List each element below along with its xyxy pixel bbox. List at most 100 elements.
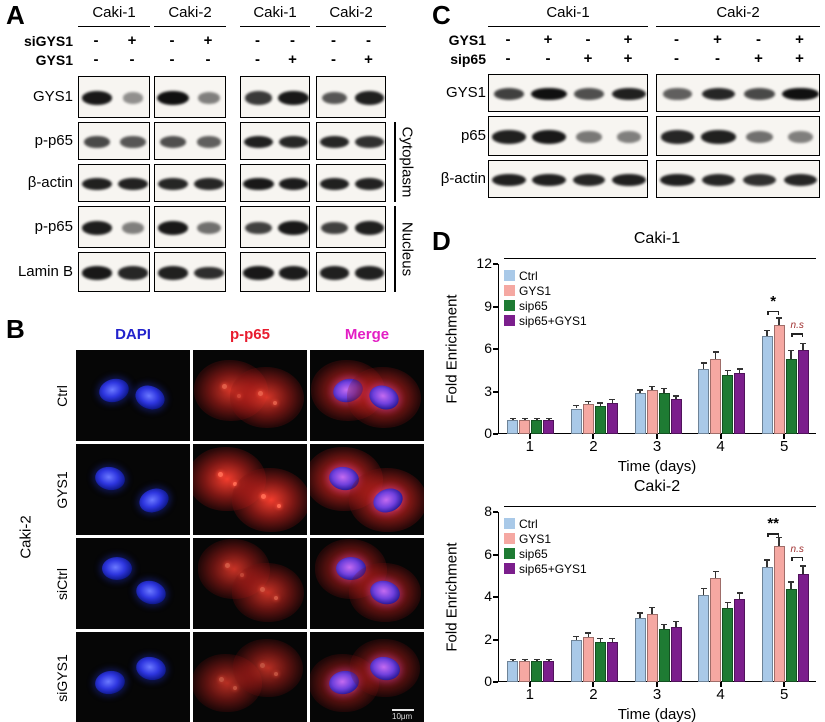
blot-box	[154, 76, 226, 118]
p-p65-punctum	[221, 383, 227, 389]
blot-box	[488, 116, 648, 156]
treatment-label: siGYS1	[23, 33, 73, 49]
p-p65-signal	[231, 468, 307, 533]
error-bar-cap	[661, 623, 667, 626]
chart-title: Caki-2	[633, 478, 681, 495]
protein-band	[320, 135, 349, 149]
panel-b-letter: B	[6, 314, 25, 344]
protein-band	[660, 173, 695, 187]
legend-swatch	[504, 270, 515, 281]
error-bar	[587, 633, 590, 638]
cell-line-label: Caki-2	[17, 514, 35, 559]
protein-label: β-actin	[27, 174, 73, 191]
error-bar-cap	[764, 559, 771, 561]
treatment-value: -	[331, 32, 336, 49]
micrograph	[76, 632, 190, 722]
y-axis-label: Fold Enrichment	[443, 542, 461, 652]
treatment-value: +	[203, 32, 213, 49]
chart-title: Caki-1	[633, 230, 681, 247]
protein-band	[81, 177, 113, 191]
y-tick-label: 12	[476, 255, 492, 271]
x-tick-label: 5	[780, 686, 789, 703]
blot-box	[488, 74, 648, 112]
bar	[606, 641, 618, 682]
protein-band	[122, 92, 144, 104]
error-bar-cap	[800, 565, 807, 567]
panel-a-letter: A	[6, 0, 25, 30]
significance-label: *	[770, 292, 777, 310]
protein-band	[660, 130, 695, 144]
protein-band	[118, 266, 148, 280]
bar	[773, 546, 785, 682]
treatment-value: -	[505, 31, 511, 48]
error-bar-cap	[509, 417, 516, 420]
blot-box	[240, 206, 310, 248]
y-tick-label: 6	[484, 340, 492, 356]
p-p65-punctum	[259, 586, 265, 592]
treatment-value: -	[169, 32, 175, 49]
bar	[594, 641, 606, 682]
y-tick-label: 2	[484, 630, 492, 647]
nucleus-blob	[96, 375, 132, 406]
protein-label: Lamin B	[17, 263, 73, 280]
protein-band	[787, 131, 814, 143]
bar	[634, 392, 646, 434]
error-bar-cap	[776, 536, 783, 539]
error-bar	[639, 612, 641, 619]
error-bar-cap	[700, 587, 707, 590]
channel-header: Merge	[344, 326, 390, 343]
protein-band	[197, 92, 221, 104]
protein-band	[81, 221, 113, 235]
error-bar	[663, 624, 665, 629]
x-tick-label: 5	[780, 438, 789, 455]
y-tick	[493, 348, 498, 350]
x-tick-label: 4	[716, 438, 725, 455]
y-tick-label: 9	[484, 297, 492, 314]
protein-band	[194, 266, 224, 280]
y-tick	[493, 263, 498, 265]
legend-swatch	[504, 300, 515, 311]
micrograph	[310, 538, 424, 629]
nucleus-blob	[135, 484, 172, 517]
legend-label: sip65	[519, 298, 548, 313]
blot-box	[316, 206, 386, 248]
protein-band	[157, 221, 189, 235]
protein-band	[243, 177, 274, 191]
significance-label: n.s	[790, 543, 804, 555]
blot-box	[656, 160, 820, 198]
blot-box	[154, 252, 226, 292]
legend-label: sip65	[519, 546, 548, 561]
p-p65-punctum	[276, 504, 281, 509]
cell-line-header: Caki-1	[546, 4, 590, 21]
protein-band	[278, 221, 309, 235]
error-bar-cap	[597, 637, 604, 640]
micrograph	[193, 538, 307, 629]
micrograph	[193, 444, 307, 535]
protein-band	[243, 135, 274, 149]
x-tick	[783, 434, 786, 439]
error-bar-cap	[712, 351, 719, 353]
bar	[722, 607, 734, 682]
bar	[543, 660, 555, 682]
treatment-value: -	[93, 32, 99, 49]
treatment-value: -	[715, 50, 720, 67]
legend-label: sip65+GYS1	[519, 313, 587, 328]
error-bar	[599, 402, 602, 406]
bar	[785, 588, 797, 682]
y-tick-label: 0	[484, 673, 492, 689]
protein-band	[744, 88, 775, 100]
blot-box	[316, 252, 386, 292]
compartment-label: Cytoplasm	[398, 126, 416, 198]
protein-band	[194, 177, 224, 191]
legend-label: GYS1	[519, 283, 552, 298]
error-bar-cap	[700, 362, 707, 364]
bar	[570, 639, 582, 682]
blot-box	[240, 76, 310, 118]
treatment-value: +	[713, 31, 722, 48]
p-p65-punctum	[225, 562, 231, 568]
protein-band	[492, 173, 526, 187]
legend-swatch	[504, 518, 515, 529]
protein-band	[492, 130, 526, 144]
micrograph	[193, 350, 307, 441]
error-bar	[790, 582, 792, 589]
